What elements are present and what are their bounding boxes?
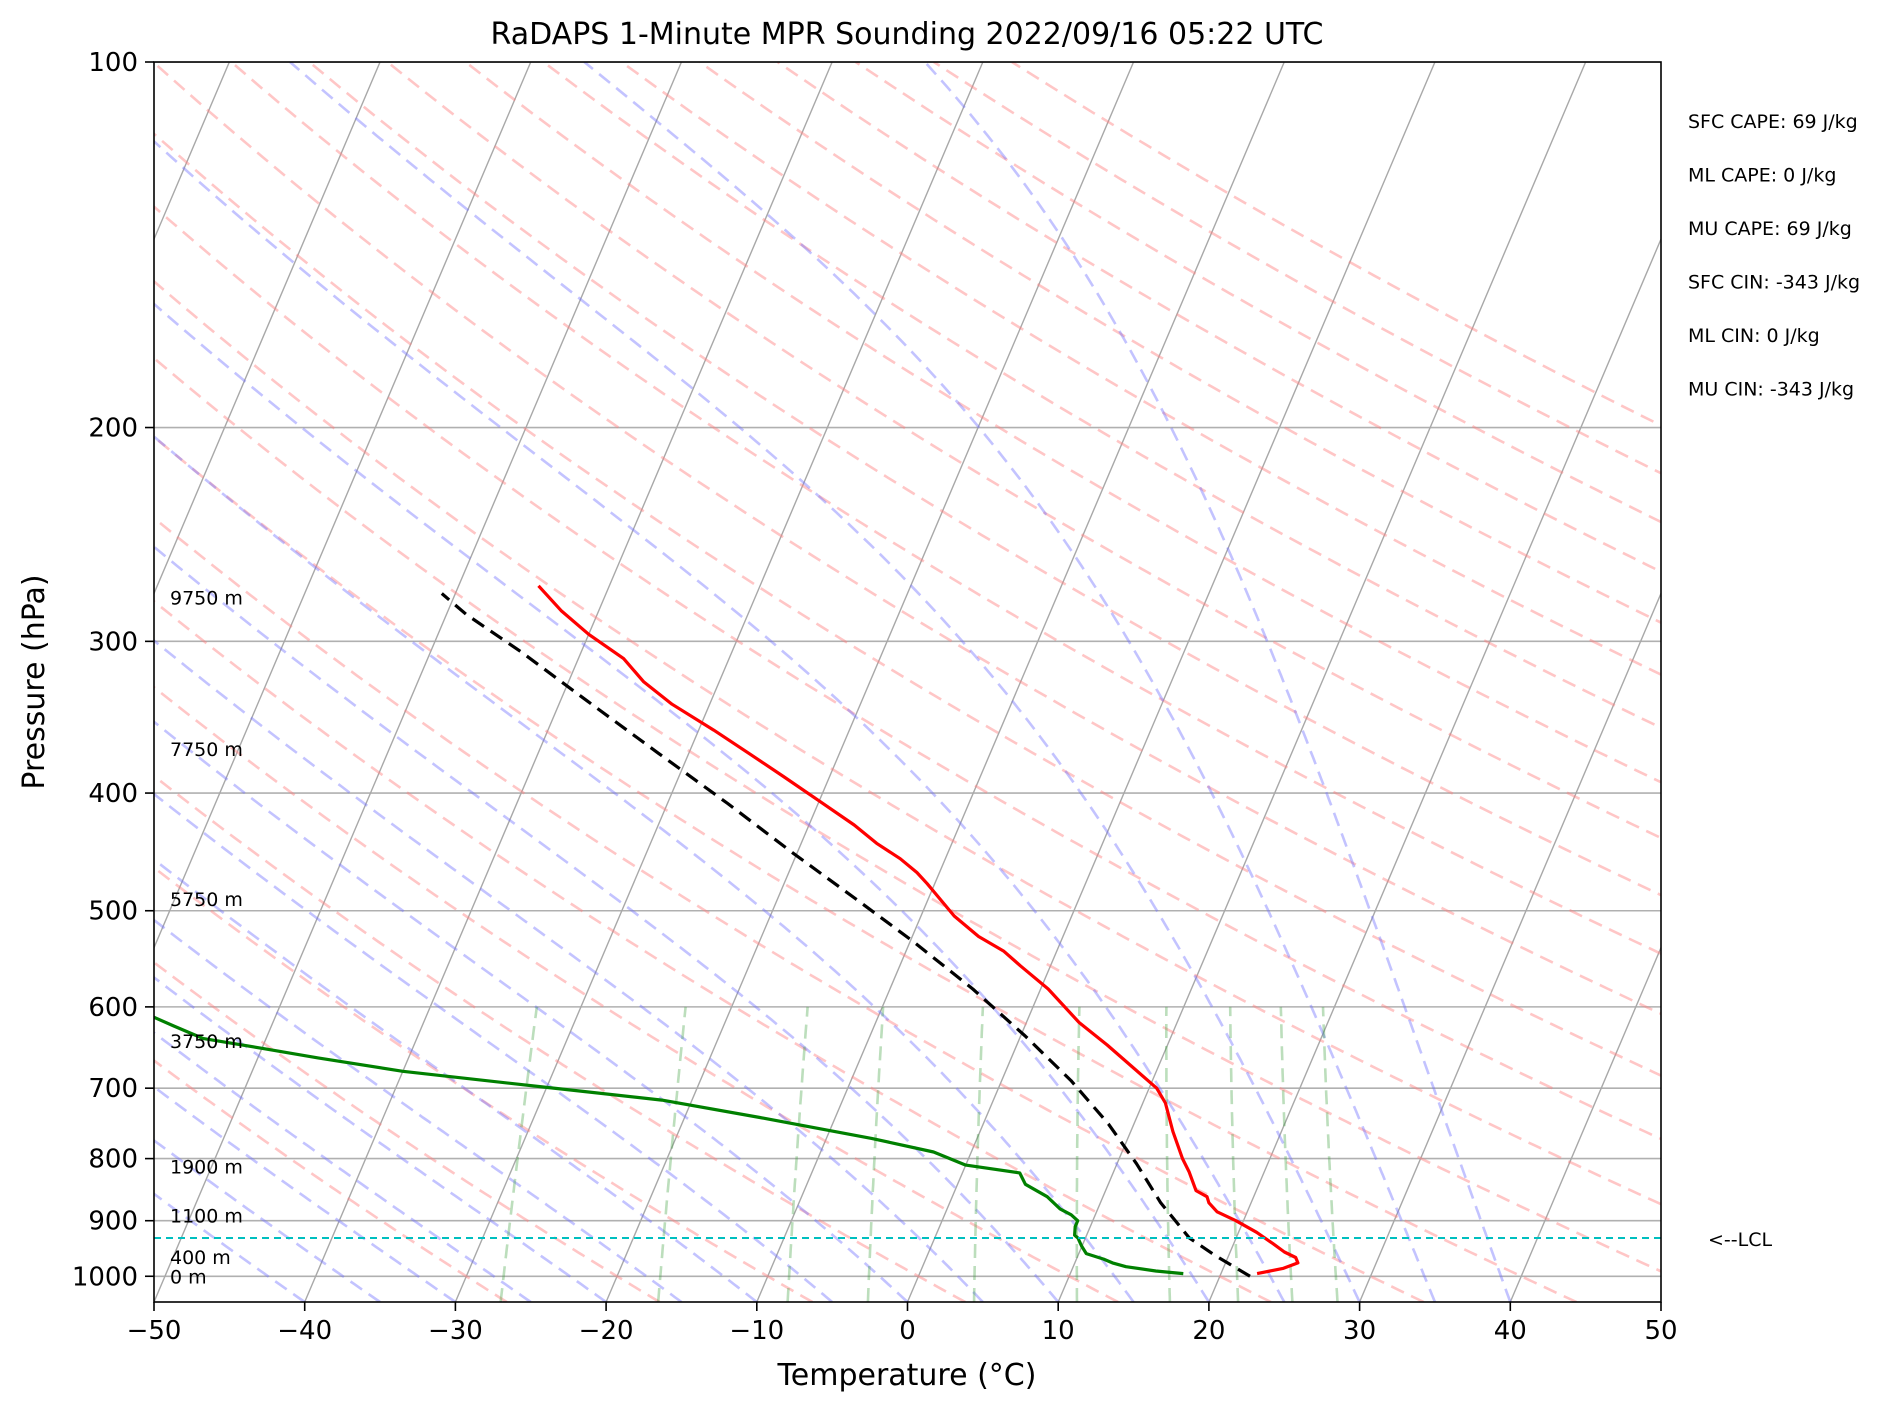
moist-adiabat: [0, 62, 908, 1302]
isotherm-line: [908, 62, 1435, 1302]
x-tick-label: −40: [277, 1316, 332, 1346]
isotherm-line: [154, 62, 681, 1302]
dry-adiabat: [0, 62, 1118, 1302]
x-tick-label: −50: [127, 1316, 182, 1346]
moist-adiabat: [0, 62, 1134, 1302]
y-axis-label: Pressure (hPa): [17, 574, 52, 789]
dry-adiabat: [466, 62, 1899, 1302]
x-tick-label: 50: [1644, 1316, 1677, 1346]
dry-adiabat: [0, 62, 965, 1302]
stat-label: SFC CAPE: 69 J/kg: [1688, 111, 1858, 133]
x-tick-label: 20: [1192, 1316, 1225, 1346]
height-label: 1900 m: [170, 1156, 243, 1178]
moist-adiabat: [0, 62, 1058, 1302]
isotherm-line: [3, 62, 530, 1302]
y-tick-label: 600: [88, 993, 138, 1023]
height-label: 0 m: [170, 1266, 207, 1288]
x-tick-label: −20: [579, 1316, 634, 1346]
x-axis-label: Temperature (°C): [777, 1358, 1037, 1393]
y-tick-label: 200: [88, 414, 138, 444]
mixing-ratio-line: [868, 1007, 883, 1302]
height-label: 3750 m: [170, 1031, 243, 1053]
x-tick-label: 40: [1494, 1316, 1527, 1346]
mixing-ratio-line: [788, 1007, 808, 1302]
dry-adiabat: [0, 62, 1899, 1302]
y-tick-label: 900: [88, 1207, 138, 1237]
dry-adiabat: [0, 62, 507, 1302]
chart-title: RaDAPS 1-Minute MPR Sounding 2022/09/16 …: [491, 17, 1324, 52]
height-label: 9750 m: [170, 587, 243, 609]
dry-adiabat: [856, 62, 1899, 1302]
dry-adiabat: [0, 62, 1729, 1302]
y-tick-label: 700: [88, 1074, 138, 1104]
height-label: 5750 m: [170, 889, 243, 911]
reference-lines: [0, 62, 1899, 1302]
moist-adiabat: [925, 62, 1510, 1302]
moist-adiabat: [0, 62, 682, 1302]
lcl-layer: <--LCL: [154, 1229, 1772, 1251]
isotherm-line: [1812, 62, 1899, 1302]
y-tick-label: 500: [88, 897, 138, 927]
moist-adiabat: [0, 62, 1209, 1302]
height-label: 7750 m: [170, 739, 243, 761]
stats-panel: SFC CAPE: 69 J/kg ML CAPE: 0 J/kg MU CAPE:…: [1688, 111, 1860, 401]
dry-adiabat: [622, 62, 1899, 1302]
plot-frame: [154, 62, 1661, 1302]
y-axis: 100 200 300 400 500 600 700 800 900 1000: [72, 48, 154, 1292]
moist-adiabat: [584, 62, 1435, 1302]
mixing-ratio-line: [1230, 1007, 1238, 1302]
isotherm-line: [0, 62, 380, 1302]
height-label: 1100 m: [170, 1205, 243, 1227]
x-tick-label: −10: [729, 1316, 784, 1346]
mixing-ratio-line: [1281, 1007, 1293, 1302]
dry-adiabat: [0, 62, 1424, 1302]
x-tick-label: 30: [1343, 1316, 1376, 1346]
dry-adiabat: [0, 62, 813, 1302]
dry-adiabat: [0, 62, 660, 1302]
dry-adiabat: [0, 62, 1882, 1302]
isotherm-line: [1360, 62, 1887, 1302]
stat-label: MU CIN: -343 J/kg: [1688, 379, 1854, 401]
dry-adiabat: [1012, 62, 1899, 1302]
dry-adiabat: [0, 62, 1576, 1302]
mixing-ratio-line: [974, 1007, 983, 1302]
y-tick-label: 300: [88, 627, 138, 657]
stat-label: ML CIN: 0 J/kg: [1688, 325, 1820, 347]
moist-adiabat: [0, 62, 832, 1302]
y-tick-label: 100: [88, 48, 138, 78]
y-tick-label: 400: [88, 779, 138, 809]
y-tick-label: 800: [88, 1145, 138, 1175]
dry-adiabat: [153, 62, 1899, 1302]
stat-label: ML CAPE: 0 J/kg: [1688, 165, 1836, 187]
x-tick-label: −30: [428, 1316, 483, 1346]
stat-label: SFC CIN: -343 J/kg: [1688, 272, 1860, 294]
mixing-ratio-line: [658, 1007, 686, 1302]
lcl-label: <--LCL: [1708, 1229, 1772, 1251]
mixing-ratio-line: [1077, 1007, 1080, 1302]
mixing-ratio-line: [1166, 1007, 1170, 1302]
dry-adiabat: [778, 62, 1899, 1302]
temperature-line: [539, 586, 1298, 1274]
isotherm-line: [1661, 62, 1899, 1302]
y-tick-label: 1000: [72, 1262, 138, 1292]
dry-adiabat: [387, 62, 1899, 1302]
dry-adiabat: [700, 62, 1899, 1302]
x-tick-label: 0: [899, 1316, 916, 1346]
x-axis: −50 −40 −30 −20 −10 0 10 20 30 40 50: [127, 1302, 1678, 1346]
x-tick-label: 10: [1042, 1316, 1075, 1346]
moist-adiabat: [0, 62, 380, 1302]
stat-label: MU CAPE: 69 J/kg: [1688, 218, 1852, 240]
